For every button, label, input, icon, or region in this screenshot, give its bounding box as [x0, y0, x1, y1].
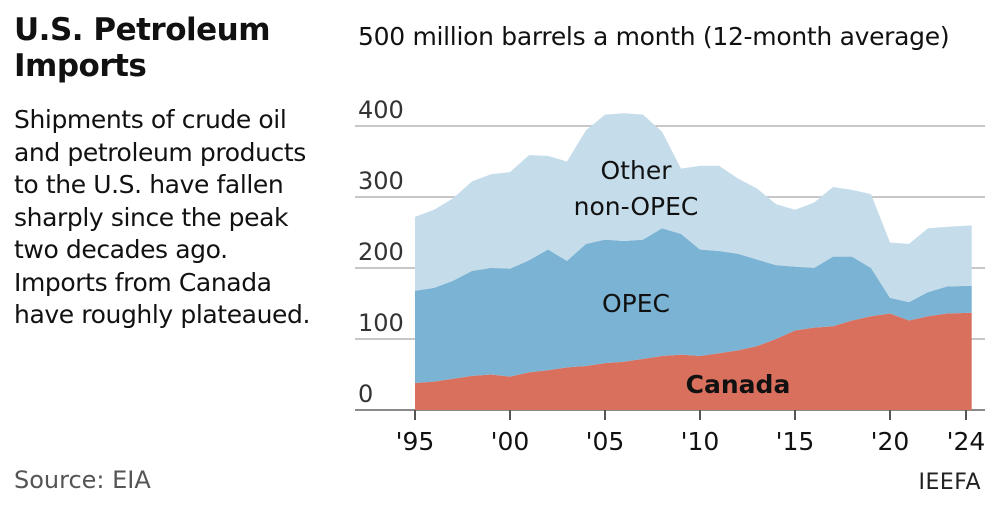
label-other-line2: non-OPEC: [574, 192, 699, 221]
x-tick-label: '00: [491, 427, 530, 456]
x-tick-label: '20: [871, 427, 910, 456]
label-other-line1: Other: [601, 156, 673, 185]
x-tick-label: '24: [947, 427, 986, 456]
x-tick-label: '95: [396, 427, 435, 456]
label-opec: OPEC: [602, 289, 670, 318]
y-tick-label: 300: [358, 167, 404, 195]
chart-subtitle: Shipments of crude oil and petroleum pro…: [14, 105, 311, 329]
area-series: [415, 113, 972, 410]
x-tick-label: '10: [681, 427, 720, 456]
y-axis-unit-label: 500 million barrels a month (12-month av…: [358, 22, 950, 51]
y-tick-label: 400: [358, 96, 404, 124]
stacked-area-chart: 0 100 200 300 400 '95 '00 '05 '10 '15 '20 '24 Othe…: [355, 96, 986, 456]
y-tick-label: 100: [358, 309, 404, 337]
label-canada: Canada: [686, 370, 791, 399]
area-opec: [415, 228, 972, 384]
y-tick-label: 0: [358, 380, 373, 408]
area-other-non-opec: [415, 113, 972, 303]
area-canada: [415, 312, 972, 410]
y-axis-ticks: 0 100 200 300 400: [358, 96, 404, 408]
publisher-credit: IEEFA: [918, 470, 981, 495]
x-tick-label: '05: [586, 427, 625, 456]
y-tick-label: 200: [358, 238, 404, 266]
x-axis-ticks: '95 '00 '05 '10 '15 '20 '24: [396, 410, 986, 456]
source-note: Source: EIA: [14, 466, 151, 494]
x-tick-label: '15: [776, 427, 815, 456]
chart-title: U.S. Petroleum Imports: [14, 12, 271, 84]
